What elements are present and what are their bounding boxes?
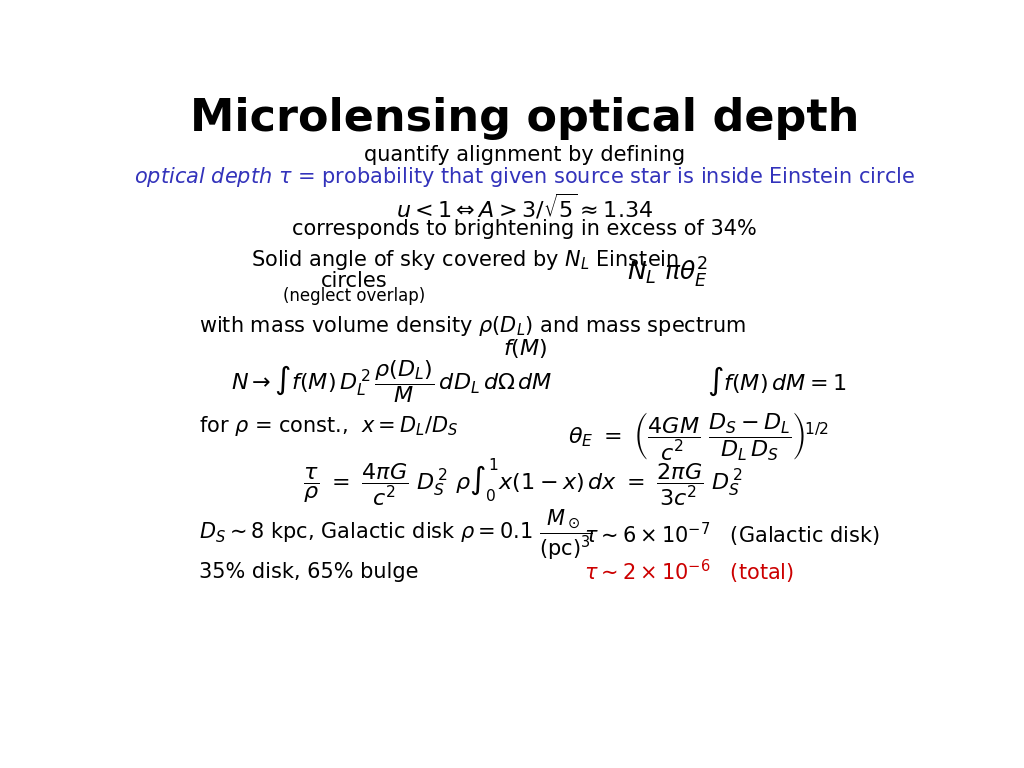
Text: circles: circles [321, 271, 387, 291]
Text: $\it{optical\ depth}\ \tau$ = probability that given source star is inside Einst: $\it{optical\ depth}\ \tau$ = probabilit… [134, 164, 915, 189]
Text: $\theta_E\ =\ \left( \dfrac{4GM}{c^2}\ \dfrac{D_S-D_L}{D_L\, D_S} \right)^{\!1/2: $\theta_E\ =\ \left( \dfrac{4GM}{c^2}\ \… [568, 410, 829, 462]
Text: Solid angle of sky covered by $N_L$ Einstein: Solid angle of sky covered by $N_L$ Eins… [251, 247, 679, 272]
Text: $D_S \sim 8\ \rm{kpc}$, Galactic disk $\rho = 0.1\ \dfrac{M_\odot}{(\rm{pc})^3}$: $D_S \sim 8\ \rm{kpc}$, Galactic disk $\… [200, 508, 593, 561]
Text: $f(M)$: $f(M)$ [503, 336, 547, 359]
Text: $\tau \sim 2 \times 10^{-6}$   (total): $\tau \sim 2 \times 10^{-6}$ (total) [585, 558, 795, 587]
Text: corresponds to brightening in excess of 34%: corresponds to brightening in excess of … [293, 219, 757, 239]
Text: quantify alignment by defining: quantify alignment by defining [365, 145, 685, 165]
Text: 35% disk, 65% bulge: 35% disk, 65% bulge [200, 562, 419, 582]
Text: $\tau \sim 6 \times 10^{-7}$   (Galactic disk): $\tau \sim 6 \times 10^{-7}$ (Galactic d… [585, 521, 880, 548]
Text: $u < 1 \Leftrightarrow A > 3/\sqrt{5} \approx 1.34$: $u < 1 \Leftrightarrow A > 3/\sqrt{5} \a… [396, 192, 653, 221]
Text: $N \rightarrow \int f(M)\, D_L^{\,2}\, \dfrac{\rho(D_L)}{M}\, dD_L\, d\Omega\, d: $N \rightarrow \int f(M)\, D_L^{\,2}\, \… [231, 358, 553, 405]
Text: $N_L\ \pi\theta_E^2$: $N_L\ \pi\theta_E^2$ [628, 256, 708, 290]
Text: with mass volume density $\rho(D_L)$ and mass spectrum: with mass volume density $\rho(D_L)$ and… [200, 314, 746, 339]
Text: for $\rho$ = const.,  $x = D_L/D_S$: for $\rho$ = const., $x = D_L/D_S$ [200, 414, 459, 438]
Text: $\int f(M)\, dM = 1$: $\int f(M)\, dM = 1$ [708, 365, 847, 398]
Text: $\dfrac{\tau}{\rho}\ =\ \dfrac{4\pi G}{c^2}\ D_S^{\,2}\ \rho \int_0^1 x(1-x)\, d: $\dfrac{\tau}{\rho}\ =\ \dfrac{4\pi G}{c… [303, 456, 742, 509]
Text: Microlensing optical depth: Microlensing optical depth [190, 98, 859, 141]
Text: (neglect overlap): (neglect overlap) [283, 287, 425, 305]
